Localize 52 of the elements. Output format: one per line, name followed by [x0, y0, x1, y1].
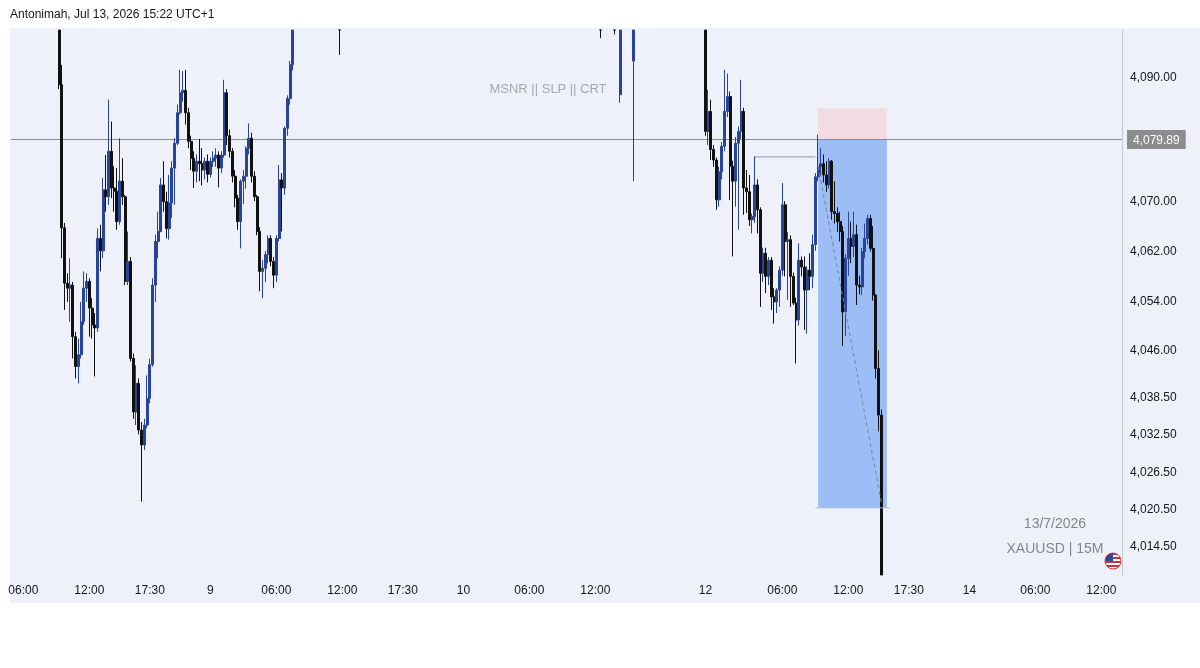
y-tick-label: 4,046.00 — [1130, 343, 1178, 358]
candlestick — [217, 150, 220, 188]
candlestick — [88, 277, 91, 338]
y-tick-label: 4,054.00 — [1130, 293, 1178, 308]
candlestick — [619, 29, 622, 104]
x-tick-label: 06:00 — [8, 583, 39, 597]
candlestick — [198, 138, 201, 182]
annotation: 13/7/2026 — [1023, 515, 1087, 531]
y-tick-label: 4,090.00 — [1130, 69, 1178, 84]
x-tick-label: 12 — [698, 583, 713, 597]
candlestick — [767, 256, 770, 286]
candlestick — [599, 29, 602, 39]
x-tick-label: 06:00 — [767, 583, 798, 597]
x-tick-label: 10 — [456, 583, 471, 597]
x-tick-label: 9 — [207, 583, 215, 597]
candlestick — [96, 227, 99, 333]
annotation: XAUUSD | 15M — [1006, 540, 1104, 556]
chart-title: Antonimah, Jul 13, 2026 15:22 UTC+1 — [10, 7, 215, 21]
y-tick-label: 4,032.50 — [1130, 427, 1178, 442]
x-tick-label: 17:30 — [134, 583, 166, 597]
x-tick-label: 12:00 — [74, 583, 105, 597]
x-tick-label: 17:30 — [893, 583, 925, 597]
candlestick — [338, 29, 341, 56]
candlestick — [195, 153, 198, 183]
candlestick — [99, 224, 102, 272]
candlestick — [789, 234, 792, 308]
x-tick-label: 06:00 — [261, 583, 292, 597]
y-tick-label: 4,062.00 — [1130, 243, 1178, 258]
candlestick — [704, 29, 707, 137]
candlestick — [632, 29, 635, 182]
candlestick — [206, 153, 209, 183]
y-tick-label: 4,020.50 — [1130, 502, 1178, 517]
y-tick-label: 4,026.50 — [1130, 464, 1178, 479]
candlestick — [107, 99, 110, 206]
x-tick-label: 06:00 — [1020, 583, 1051, 597]
y-tick-label: 4,038.50 — [1130, 390, 1178, 405]
candlestick — [855, 224, 858, 306]
candlestick — [118, 137, 121, 226]
ref-line-label: 4,079.89 — [1133, 132, 1181, 147]
x-tick-label: 12:00 — [1086, 583, 1117, 597]
text: MSNR || SLP || CRT — [489, 80, 607, 96]
candlestick — [803, 255, 806, 331]
x-tick-label: 12:00 — [833, 583, 864, 597]
x-tick-label: 17:30 — [387, 583, 419, 597]
y-tick-label: 4,070.00 — [1130, 194, 1178, 209]
x-tick-label: 12:00 — [327, 583, 358, 597]
x-tick-label: 12:00 — [580, 583, 611, 597]
y-tick-label: 4,014.50 — [1130, 539, 1178, 554]
candlestick — [748, 174, 751, 227]
line-series — [817, 165, 882, 503]
x-tick-label: 14 — [962, 583, 977, 597]
x-tick-label: 06:00 — [514, 583, 545, 597]
